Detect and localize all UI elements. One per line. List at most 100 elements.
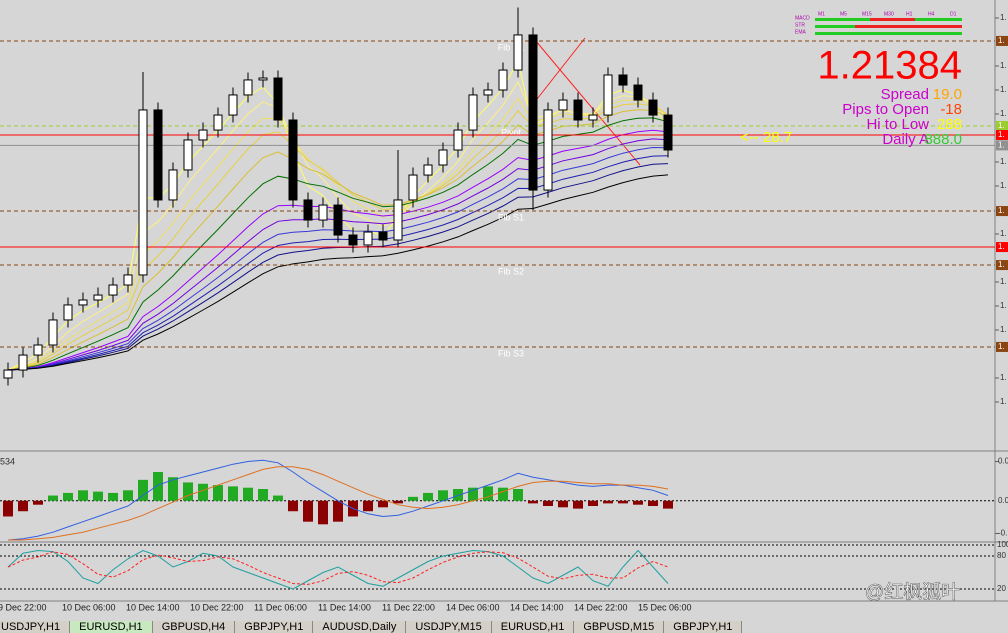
candle-body — [18, 354, 28, 371]
macd-bar — [213, 485, 223, 501]
info-label: Spread — [881, 86, 929, 103]
y-tick-label: 20 — [997, 584, 1006, 593]
candle-body — [498, 69, 508, 91]
watermark: @红枫狐叶 — [865, 581, 960, 603]
macd-bar — [378, 500, 388, 508]
price-display: 1.21384 — [817, 44, 962, 88]
macd-bar — [333, 500, 343, 522]
candle-body — [663, 114, 673, 151]
trend-line — [529, 37, 586, 109]
macd-bar — [363, 500, 373, 512]
macd-bar — [468, 487, 478, 501]
matrix-col-label: H4 — [928, 11, 935, 17]
chart-tab[interactable]: USDJPY,H1 — [0, 621, 71, 633]
macd-bar — [438, 490, 448, 501]
candle-body — [213, 114, 223, 131]
macd-bar — [258, 489, 268, 501]
matrix-col-label: M5 — [840, 11, 847, 17]
candle-body — [168, 169, 178, 201]
candle-body — [318, 204, 328, 221]
matrix-col-label: D1 — [950, 11, 957, 17]
y-tick-label: 80 — [997, 551, 1006, 560]
matrix-bar — [815, 25, 855, 28]
level-axis-label: 1. — [998, 242, 1005, 251]
candle-body — [528, 34, 538, 191]
candle-body — [648, 99, 658, 116]
y-tick-label: -0. — [998, 529, 1007, 538]
matrix-row-label: EMA — [795, 29, 807, 35]
time-label: 10 Dec 22:00 — [190, 602, 244, 612]
chart-tab[interactable]: GBPUSD,M15 — [574, 621, 665, 633]
macd-bar — [228, 486, 238, 501]
candle-body — [333, 204, 343, 236]
level-axis-box — [996, 35, 1008, 46]
candle-body — [483, 89, 493, 96]
y-tick-label: 0.0 — [998, 457, 1008, 466]
macd-bar — [558, 500, 568, 508]
macd-bar — [303, 500, 313, 522]
bid-axis-box — [996, 140, 1008, 151]
y-tick-label: 0.0 — [998, 496, 1008, 505]
time-label: 11 Dec 22:00 — [382, 602, 435, 612]
macd-bar — [633, 500, 643, 505]
info-value: -18 — [940, 101, 962, 118]
candle-body — [63, 304, 73, 321]
ema-line — [7, 103, 669, 371]
macd-bar — [453, 489, 463, 501]
macd-bar — [528, 500, 538, 504]
macd-bar — [288, 500, 298, 512]
y-tick-label: 1. — [1000, 277, 1007, 286]
macd-bar — [93, 491, 103, 501]
matrix-bar — [870, 18, 915, 21]
matrix-col-label: M15 — [862, 11, 872, 17]
chart-tab[interactable]: USDJPY,M15 — [406, 621, 492, 633]
candle-body — [588, 114, 598, 121]
chart-tab[interactable]: EURUSD,H1 — [491, 621, 575, 633]
y-tick-label: 1. — [1000, 397, 1007, 406]
candle-body — [33, 344, 43, 356]
candle-body — [78, 299, 88, 306]
level-axis-box — [996, 121, 1008, 131]
chart-tab[interactable]: AUDUSD,Daily — [313, 621, 407, 633]
candle-body — [48, 319, 58, 346]
candle-body — [543, 109, 553, 191]
info-value: 19.0 — [933, 86, 962, 103]
info-label: Daily A — [882, 131, 929, 148]
chart-tab[interactable]: GBPJPY,H1 — [235, 621, 314, 633]
candle-body — [183, 139, 193, 171]
macd-bar — [168, 477, 178, 501]
matrix-row-label: STR — [795, 22, 805, 28]
range-note: <-- 28.7 — [740, 129, 792, 146]
candle-body — [453, 129, 463, 151]
macd-bar — [483, 486, 493, 501]
candle-body — [603, 74, 613, 116]
macd-bar — [648, 500, 658, 506]
time-label: 11 Dec 06:00 — [254, 602, 307, 612]
level-axis-box — [996, 206, 1008, 217]
candle-body — [513, 34, 523, 71]
level-axis-box — [996, 130, 1008, 140]
level-label: Fib R1 — [498, 42, 525, 52]
candle-body — [303, 199, 313, 221]
chart-tab[interactable]: EURUSD,H1 — [70, 621, 153, 633]
macd-bar — [423, 492, 433, 501]
macd-bar — [153, 472, 163, 501]
level-axis-label: 1. — [998, 36, 1005, 45]
candle-body — [3, 369, 13, 379]
macd-bar — [198, 483, 208, 501]
y-tick-label: 1. — [1000, 157, 1007, 166]
candle-body — [243, 79, 253, 96]
candle-body — [423, 164, 433, 176]
level-label: Fib S2 — [498, 266, 524, 276]
info-value: 888.0 — [924, 131, 962, 148]
level-axis-label: 1. — [998, 121, 1005, 130]
candle-body — [273, 77, 283, 121]
y-tick-label: 1. — [1000, 373, 1007, 382]
macd-bar — [63, 492, 73, 501]
chart-tab[interactable]: GBPJPY,H1 — [664, 621, 743, 633]
chart-tab[interactable]: GBPUSD,H4 — [152, 621, 236, 633]
indicator-label: 534 — [0, 456, 15, 466]
matrix-col-label: H1 — [906, 11, 913, 17]
y-tick-label: 1. — [1000, 301, 1007, 310]
